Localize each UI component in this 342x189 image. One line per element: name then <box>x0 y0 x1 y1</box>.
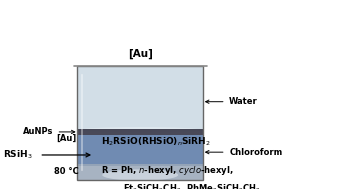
Text: H$_2$RSiO(RHSiO)$_n$SiRH$_2$: H$_2$RSiO(RHSiO)$_n$SiRH$_2$ <box>101 136 211 148</box>
Bar <box>77 164 203 180</box>
Ellipse shape <box>102 169 178 181</box>
Text: Et$_3$SiCH$_2$CH$_2$, PhMe$_2$SiCH$_2$CH$_2$: Et$_3$SiCH$_2$CH$_2$, PhMe$_2$SiCH$_2$CH… <box>123 183 261 189</box>
Text: Chloroform: Chloroform <box>229 148 282 157</box>
Bar <box>77 135 203 166</box>
Text: Water: Water <box>229 97 258 106</box>
Text: AuNPs: AuNPs <box>23 127 53 136</box>
Ellipse shape <box>80 127 200 133</box>
Text: [Au]: [Au] <box>128 48 153 59</box>
Bar <box>77 66 203 131</box>
Text: R = Ph, $\mathit{n}$-hexyl, $\mathit{cyclo}$-hexyl,: R = Ph, $\mathit{n}$-hexyl, $\mathit{cyc… <box>101 164 234 177</box>
Bar <box>77 129 203 135</box>
Text: RSiH$_3$: RSiH$_3$ <box>3 149 33 161</box>
Bar <box>77 66 203 180</box>
Bar <box>77 66 203 180</box>
Text: 80 °C: 80 °C <box>54 167 79 176</box>
Text: [Au]: [Au] <box>56 134 77 143</box>
